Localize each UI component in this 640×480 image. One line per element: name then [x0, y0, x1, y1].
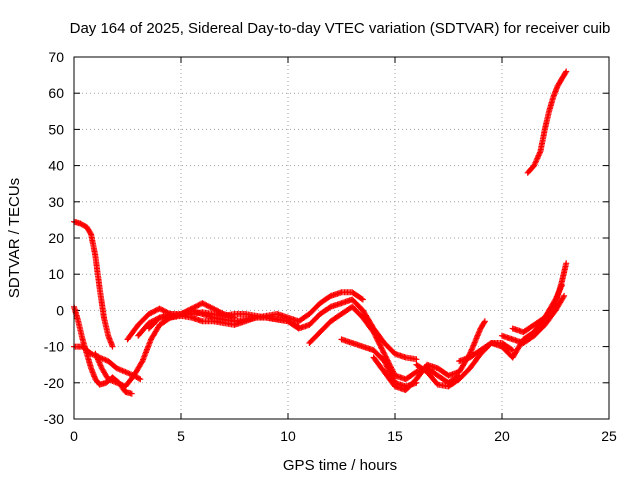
data-point: [210, 305, 217, 312]
data-point: [563, 260, 570, 267]
data-point: [87, 230, 94, 237]
data-point: [216, 309, 223, 315]
tick-layer: -30 -20 -10 0 10 20 30 40 50 60 70 0 5 10 15 20 25: [44, 49, 617, 444]
data-point: [109, 343, 116, 350]
data-point: [359, 296, 366, 303]
series-arc-14: [509, 260, 570, 336]
x-tick-label: 10: [280, 428, 296, 444]
data-point: [295, 323, 302, 330]
data-point: [381, 358, 388, 365]
data-point: [383, 362, 390, 369]
series-arc-7: [145, 311, 302, 332]
data-point: [508, 346, 515, 353]
data-point: [413, 356, 420, 363]
series-arc-1: [71, 218, 116, 350]
data-point: [294, 323, 301, 329]
y-tick-label: -20: [44, 375, 64, 391]
plot-frame: [73, 56, 610, 420]
data-point: [481, 319, 488, 326]
y-tick-label: -10: [44, 339, 64, 355]
data-point: [561, 292, 568, 299]
x-tick-label: 20: [494, 428, 510, 444]
data-point: [374, 337, 381, 344]
y-tick-label: 70: [48, 49, 64, 65]
data-point: [379, 346, 386, 353]
y-tick-label: 20: [48, 230, 64, 246]
y-tick-label: -30: [44, 411, 64, 427]
chart-title: Day 164 of 2025, Sidereal Day-to-day VTE…: [70, 20, 611, 37]
series-arc-13: [499, 292, 568, 346]
data-layer: [71, 68, 570, 397]
y-tick-label: 30: [48, 194, 64, 210]
data-point: [560, 294, 567, 301]
data-point: [562, 69, 569, 76]
x-tick-label: 25: [601, 428, 617, 444]
data-point: [156, 305, 163, 312]
data-point: [358, 295, 365, 302]
series-arc-5: [124, 300, 238, 343]
series-arc-10: [370, 318, 488, 393]
y-tick-label: 0: [56, 302, 64, 318]
series-arc-6: [135, 289, 366, 339]
data-point: [481, 318, 488, 325]
grid-layer: [74, 57, 609, 419]
y-tick-label: 10: [48, 266, 64, 282]
data-point: [145, 311, 152, 317]
series-arc-15: [524, 68, 570, 176]
x-tick-label: 0: [70, 428, 78, 444]
y-tick-label: 50: [48, 121, 64, 137]
y-tick-label: 60: [48, 85, 64, 101]
y-axis-label: SDTVAR / TECUs: [6, 178, 23, 298]
x-tick-label: 15: [387, 428, 403, 444]
data-point: [563, 68, 570, 75]
data-point: [137, 376, 144, 383]
data-point: [152, 307, 159, 314]
data-point: [136, 375, 143, 382]
data-point: [551, 301, 558, 308]
x-tick-label: 5: [177, 428, 185, 444]
y-tick-label: 40: [48, 158, 64, 174]
data-point: [128, 390, 135, 397]
x-axis-label: GPS time / hours: [283, 457, 397, 474]
